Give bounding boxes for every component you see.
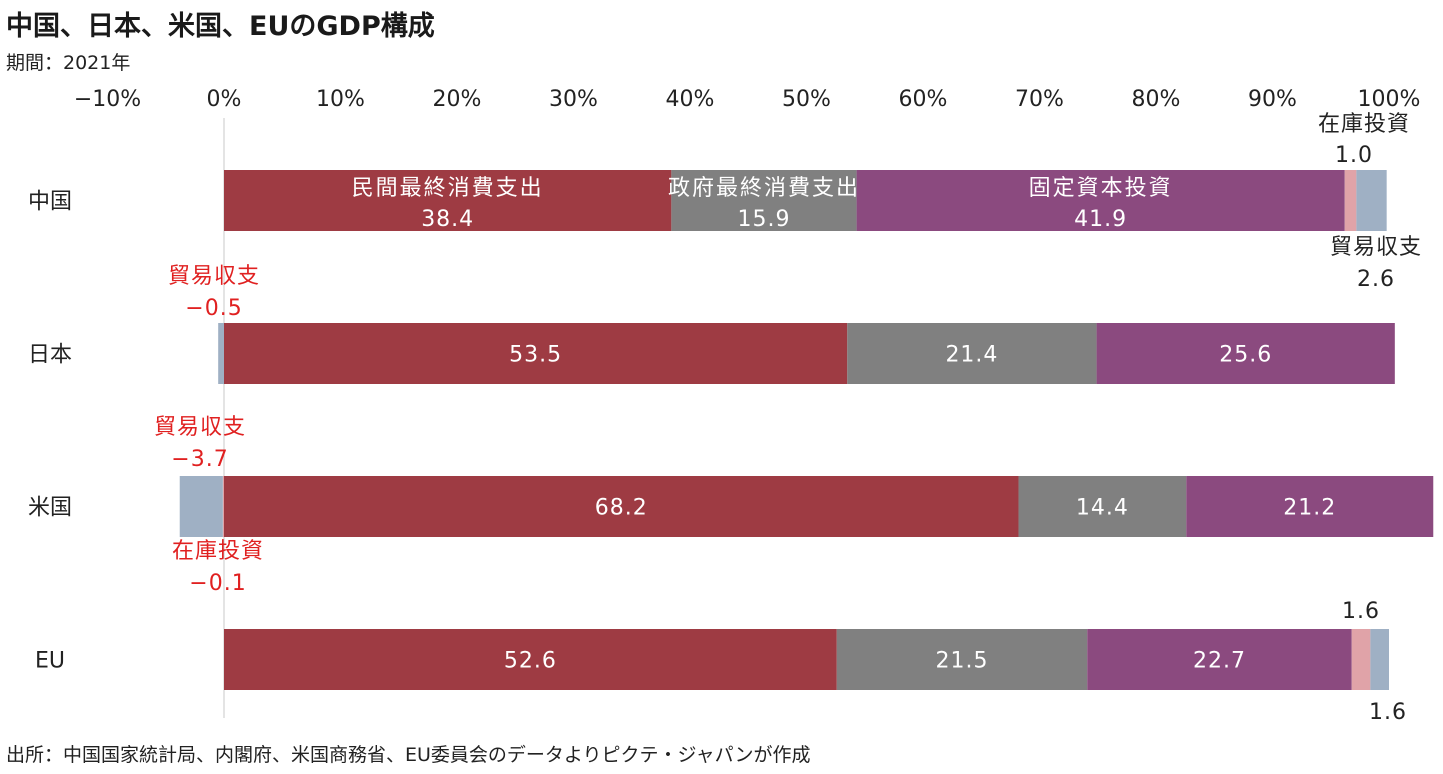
chart-title: 中国、日本、米国、EUのGDP構成 [6,11,435,42]
data-label: 14.4 [1076,496,1129,521]
annotation-eu-inventory-value: 1.6 [1342,599,1380,624]
annotation-us-inventory-name: 在庫投資 [172,539,264,564]
data-label: 53.5 [509,343,562,368]
data-label: 22.7 [1193,649,1246,674]
annotation-china-trade-value: 2.6 [1357,267,1395,292]
annotation-china-trade-name: 貿易収支 [1330,235,1422,260]
series-name-label: 民間最終消費支出 [352,176,544,201]
bar-segment-government-consumption [671,170,857,231]
x-tick-label: 90% [1248,87,1297,112]
category-label: EU [35,649,65,674]
bar-segment-trade-balance [1370,629,1389,690]
bar-segment-private-consumption [224,629,837,690]
bar-segment-fixed-investment [1087,629,1352,690]
x-tick-label: 40% [666,87,715,112]
bar-segment-fixed-investment [856,170,1345,231]
bar-segment-government-consumption [836,629,1088,690]
bar-segment-private-consumption [224,323,848,384]
annotation-japan-trade-value: −0.5 [185,296,242,321]
bar-segment-inventory [1351,629,1371,690]
series-name-label: 政府最終消費支出 [668,176,860,201]
x-tick-label: 100% [1358,87,1421,112]
bar-segment-private-consumption [224,170,672,231]
x-tick-label: 50% [782,87,831,112]
series-name-label: 固定資本投資 [1029,176,1173,201]
data-label: 25.6 [1219,343,1272,368]
data-label: 52.6 [504,649,557,674]
chart-period: 期間：2021年 [6,52,131,74]
annotation-japan-trade-name: 貿易収支 [168,264,260,289]
bar-segment-government-consumption [847,323,1097,384]
x-tick-label: 10% [316,87,365,112]
bar-segment-trade-balance [179,476,223,537]
bar-segment-fixed-investment [1186,476,1434,537]
annotation-eu-trade-value: 1.6 [1369,700,1407,725]
annotation-us-trade-name: 貿易収支 [154,415,246,440]
x-tick-label: 70% [1015,87,1064,112]
data-label: 21.4 [945,343,998,368]
x-tick-label: 20% [433,87,482,112]
x-tick-label: 30% [549,87,598,112]
data-label: 38.4 [421,207,474,232]
x-tick-label: 60% [899,87,948,112]
data-label: 41.9 [1074,207,1127,232]
bar-segment-trade-balance [218,323,224,384]
category-label: 日本 [28,343,72,368]
bar-segment-government-consumption [1018,476,1187,537]
annotation-china-inventory-name: 在庫投資 [1318,112,1410,137]
category-label: 米国 [28,496,72,521]
bar-segment-inventory [1344,170,1357,231]
annotation-us-trade-value: −3.7 [171,447,228,472]
data-label: 68.2 [595,496,648,521]
bar-segment-inventory [222,476,224,537]
x-tick-label: −10% [74,87,141,112]
data-label: 21.2 [1283,496,1336,521]
data-label: 15.9 [737,207,790,232]
bar-segment-trade-balance [1356,170,1387,231]
bar-segment-fixed-investment [1096,323,1395,384]
annotation-us-inventory-value: −0.1 [189,571,246,596]
source-note: 出所：中国国家統計局、内閣府、米国商務省、EU委員会のデータよりピクテ・ジャパン… [6,744,811,766]
bar-segment-private-consumption [224,476,1019,537]
category-label: 中国 [28,190,72,215]
data-label: 21.5 [936,649,989,674]
annotation-china-inventory-value: 1.0 [1335,143,1373,168]
x-tick-label: 80% [1132,87,1181,112]
x-tick-label: 0% [207,87,242,112]
